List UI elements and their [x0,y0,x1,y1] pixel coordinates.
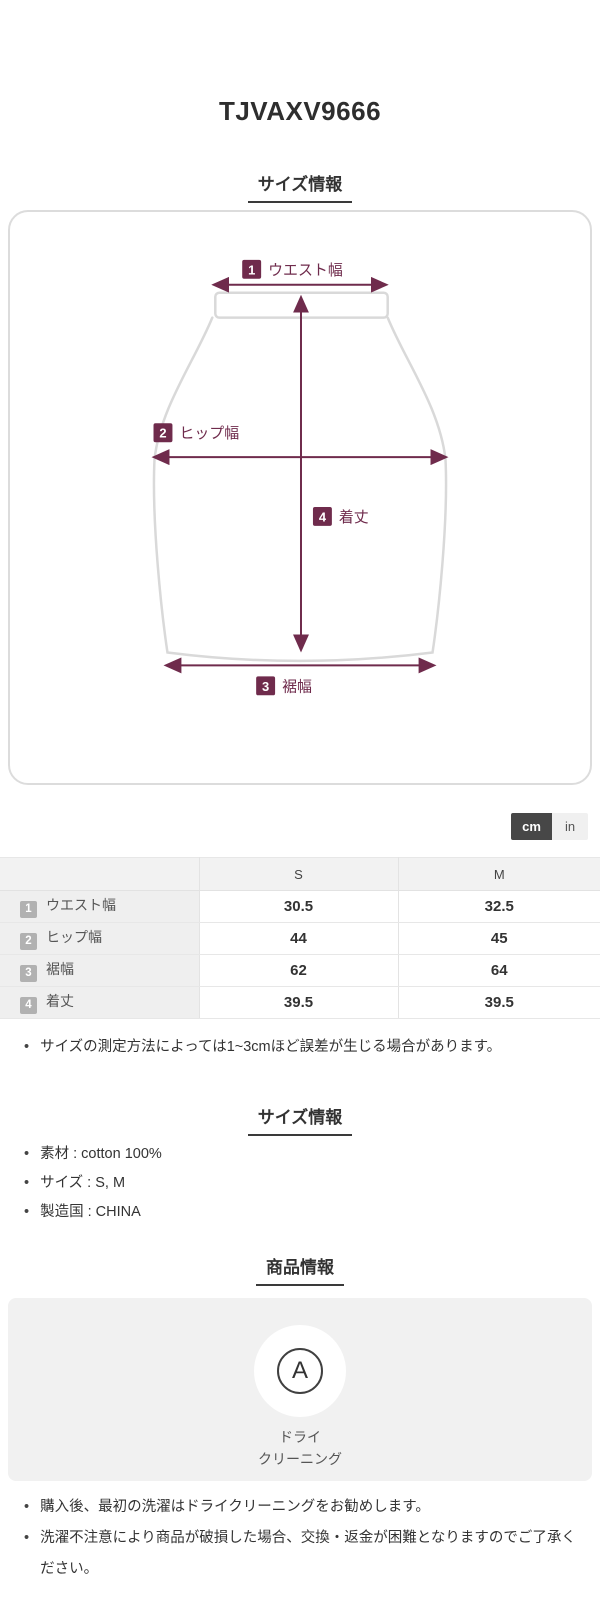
svg-text:裾幅: 裾幅 [282,678,312,695]
product-info-heading-wrap: 商品情報 [0,1253,600,1286]
measurement-label-cell: 3 裾幅 [0,954,199,987]
care-label-line1: ドライ [279,1429,321,1445]
size-table: S M 1 ウエスト幅 30.5 32.5 2 ヒップ幅 44 45 3 裾幅 62 64 4 着丈 39.… [0,857,600,1019]
dry-clean-icon: A [277,1348,323,1394]
care-notes-list: 購入後、最初の洗濯はドライクリーニングをお勧めします。洗濯不注意により商品が破損… [0,1492,600,1585]
unit-toggle: cm in [511,813,588,840]
skirt-measurement-diagram: 1 ウエスト幅 2 ヒップ幅 4 着丈 3 裾幅 [151,259,449,695]
measurement-label-cell: 4 着丈 [0,986,199,1019]
svg-text:ヒップ幅: ヒップ幅 [179,425,239,442]
svg-text:2: 2 [159,426,166,441]
measurement-value-cell: 45 [397,922,600,955]
product-code-title: TJVAXV9666 [218,96,382,126]
table-row: 2 ヒップ幅 44 45 [0,922,600,955]
hem-width-label: 3 裾幅 [256,676,312,695]
size-column-header-s: S [198,857,398,891]
measurement-value-cell: 44 [198,922,398,955]
size-diagram-box: 1 ウエスト幅 2 ヒップ幅 4 着丈 3 裾幅 [8,210,592,785]
table-row: 4 着丈 39.5 39.5 [0,986,600,1019]
size-info-heading-wrap: サイズ情報 [0,170,600,203]
measurement-value-cell: 32.5 [397,890,600,923]
measurement-label-cell: 1 ウエスト幅 [0,890,199,923]
size-details-list: 素材 : cotton 100%サイズ : S, M製造国 : CHINA [0,1140,600,1227]
size-details-heading-wrap: サイズ情報 [0,1103,600,1136]
table-row: 1 ウエスト幅 30.5 32.5 [0,890,600,923]
table-row: 3 裾幅 62 64 [0,954,600,987]
size-info-heading: サイズ情報 [247,170,353,203]
svg-text:1: 1 [248,262,255,277]
care-instructions-box: A ドライ クリーニング [8,1298,592,1481]
size-table-body: 1 ウエスト幅 30.5 32.5 2 ヒップ幅 44 45 3 裾幅 62 64 4 着丈 39.5 39.… [0,890,600,1019]
measurement-number-badge: 3 [20,965,37,982]
list-item: サイズ : S, M [24,1169,576,1198]
measurement-value-cell: 64 [397,954,600,987]
measurement-label-cell: 2 ヒップ幅 [0,922,199,955]
list-item: 素材 : cotton 100% [24,1140,576,1169]
measurement-number-badge: 4 [20,997,37,1014]
care-symbol-label: ドライ クリーニング [8,1426,592,1470]
measurement-value-cell: 39.5 [198,986,398,1019]
svg-text:3: 3 [262,679,269,694]
product-info-heading: 商品情報 [256,1253,344,1286]
measurement-value-cell: 30.5 [198,890,398,923]
list-item: 購入後、最初の洗濯はドライクリーニングをお勧めします。 [24,1492,576,1523]
list-item: サイズの測定方法によっては1~3cmほど誤差が生じる場合があります。 [24,1033,576,1062]
size-details-heading: サイズ情報 [247,1103,353,1136]
measurement-value-cell: 62 [198,954,398,987]
care-label-line2: クリーニング [258,1451,342,1467]
size-column-header-m: M [397,857,600,891]
list-item: 製造国 : CHINA [24,1198,576,1227]
length-label: 4 着丈 [312,506,369,526]
size-table-header-row: S M [0,857,600,891]
measurement-number-badge: 1 [20,901,37,918]
care-symbol-circle: A [254,1325,346,1417]
measurement-value-cell: 39.5 [397,986,600,1019]
unit-in-button[interactable]: in [552,813,588,840]
measurement-number-badge: 2 [20,933,37,950]
unit-cm-button[interactable]: cm [511,813,552,840]
svg-text:ウエスト幅: ウエスト幅 [268,262,343,279]
hip-width-label: 2 ヒップ幅 [153,423,239,442]
svg-text:4: 4 [319,509,327,524]
list-item: 洗濯不注意により商品が破損した場合、交換・返金が困難となりますのでご了承ください… [24,1523,576,1585]
size-table-corner-cell [0,857,199,891]
size-table-notes: サイズの測定方法によっては1~3cmほど誤差が生じる場合があります。 [0,1033,600,1062]
waist-width-label: 1 ウエスト幅 [242,259,343,279]
svg-text:着丈: 着丈 [339,509,369,526]
